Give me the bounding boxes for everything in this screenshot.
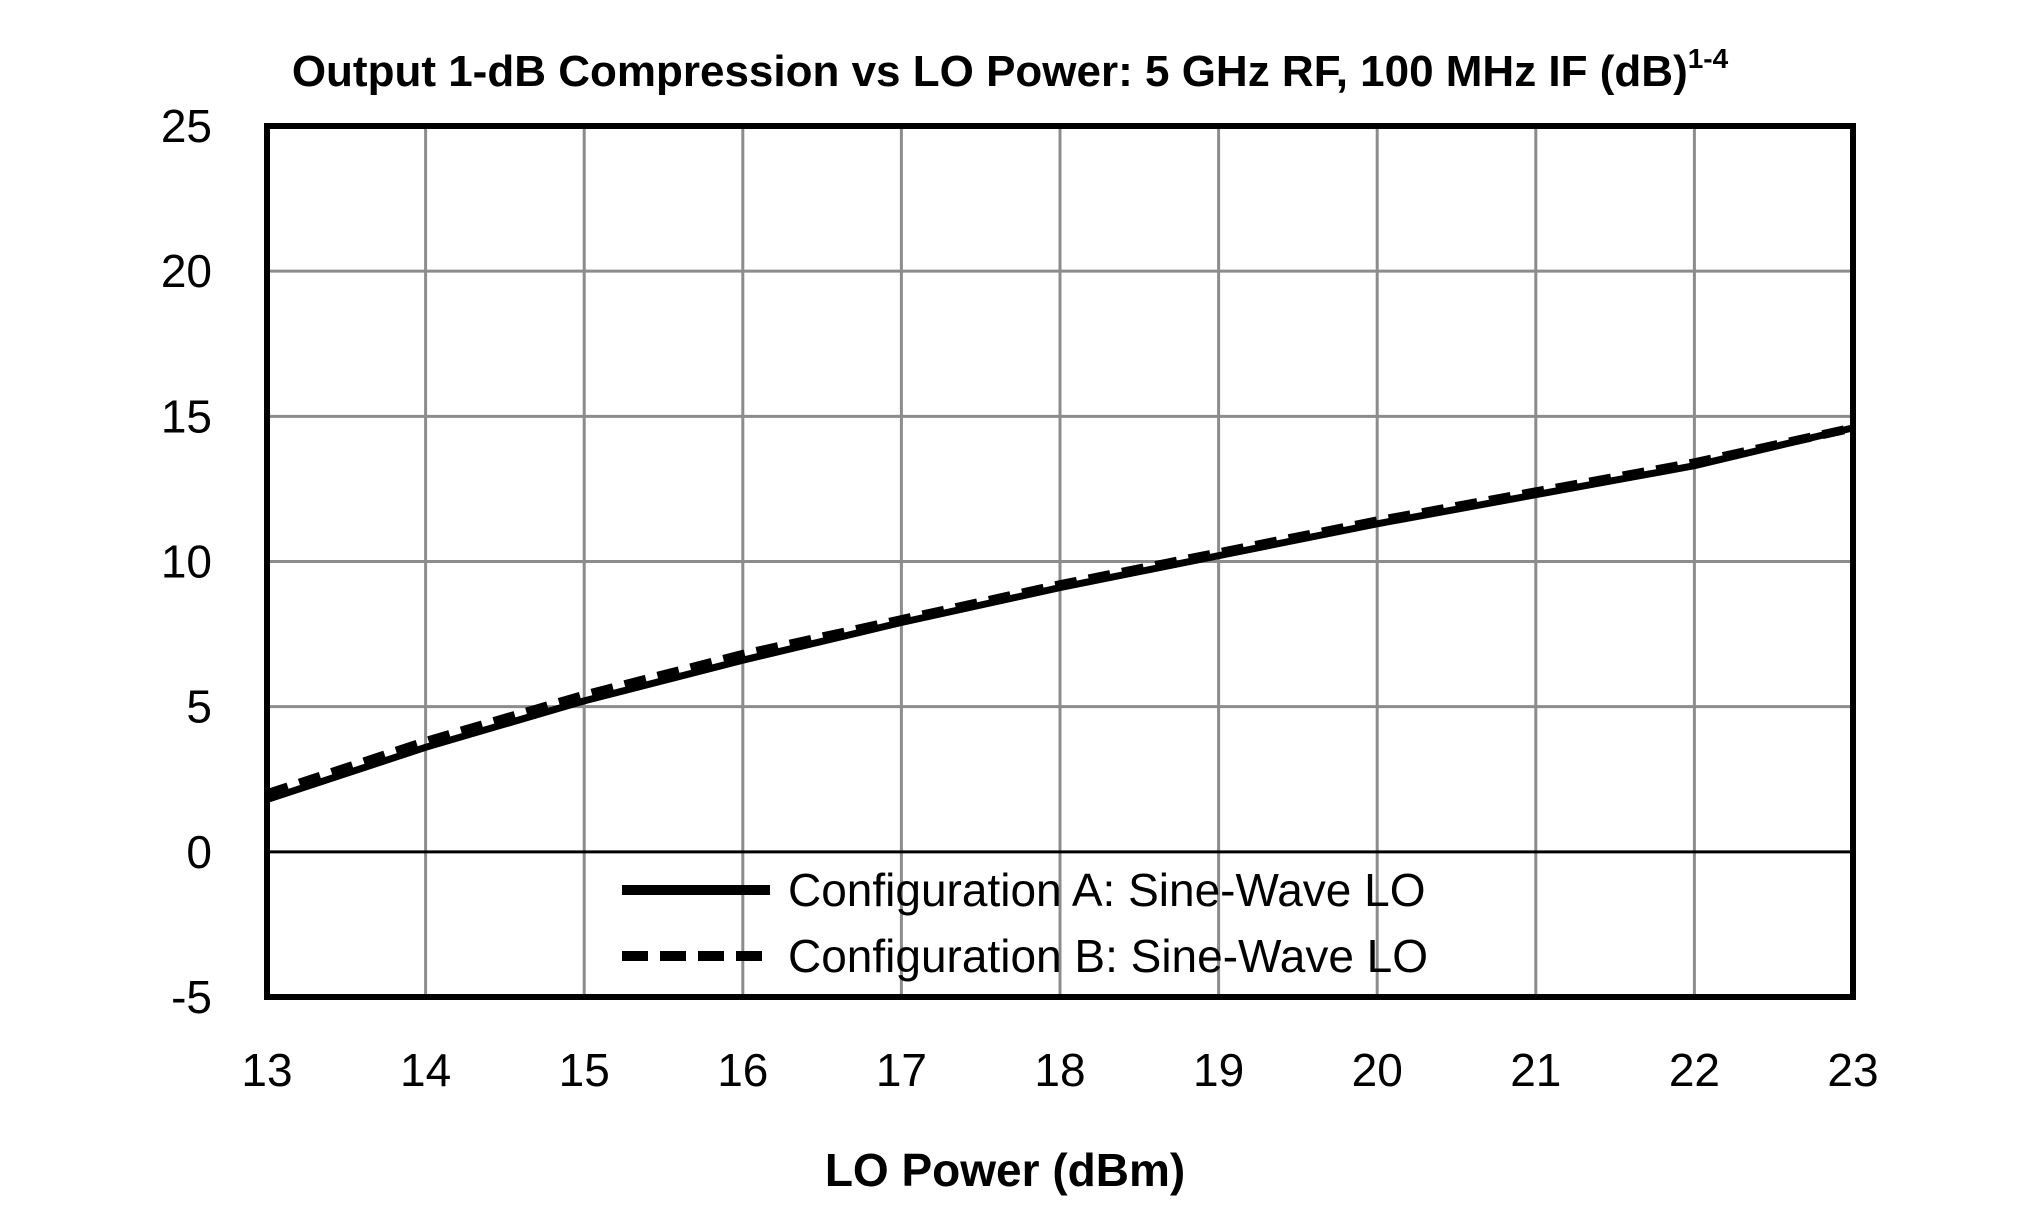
x-tick-label-17: 17 <box>876 1044 927 1096</box>
x-tick-label-16: 16 <box>717 1044 768 1096</box>
y-tick-label-5: 5 <box>186 681 212 733</box>
x-axis-ticks: 13 14 15 16 17 18 19 20 21 22 23 <box>241 1044 1878 1096</box>
x-tick-label-18: 18 <box>1034 1044 1085 1096</box>
x-tick-label-22: 22 <box>1669 1044 1720 1096</box>
chart-title-superscript: 1-4 <box>1688 43 1729 74</box>
y-tick-label-25: 25 <box>161 100 212 152</box>
chart-title-main: Output 1-dB Compression vs LO Power: 5 G… <box>292 47 1688 96</box>
legend-label-2: Configuration B: Sine-Wave LO <box>788 930 1428 982</box>
plot-frame <box>264 123 1856 1000</box>
series-lines <box>265 423 1854 803</box>
y-axis-ticks: -5 0 5 10 15 20 25 <box>161 100 212 1023</box>
x-tick-label-19: 19 <box>1193 1044 1244 1096</box>
x-tick-label-14: 14 <box>400 1044 451 1096</box>
y-tick-label-20: 20 <box>161 245 212 297</box>
y-tick-label-15: 15 <box>161 390 212 442</box>
legend: Configuration A: Sine-Wave LO Configurati… <box>622 864 1428 982</box>
x-tick-label-21: 21 <box>1510 1044 1561 1096</box>
y-tick-label-0: 0 <box>186 826 212 878</box>
series-line-2 <box>265 423 1854 799</box>
x-tick-label-15: 15 <box>559 1044 610 1096</box>
x-tick-label-13: 13 <box>241 1044 292 1096</box>
chart-title: Output 1-dB Compression vs LO Power: 5 G… <box>292 43 1729 96</box>
y-tick-label--5: -5 <box>171 971 212 1023</box>
x-tick-label-20: 20 <box>1352 1044 1403 1096</box>
x-axis-label: LO Power (dBm) <box>825 1144 1185 1196</box>
legend-label-1: Configuration A: Sine-Wave LO <box>788 864 1426 916</box>
x-tick-label-23: 23 <box>1827 1044 1878 1096</box>
y-tick-label-10: 10 <box>161 536 212 588</box>
